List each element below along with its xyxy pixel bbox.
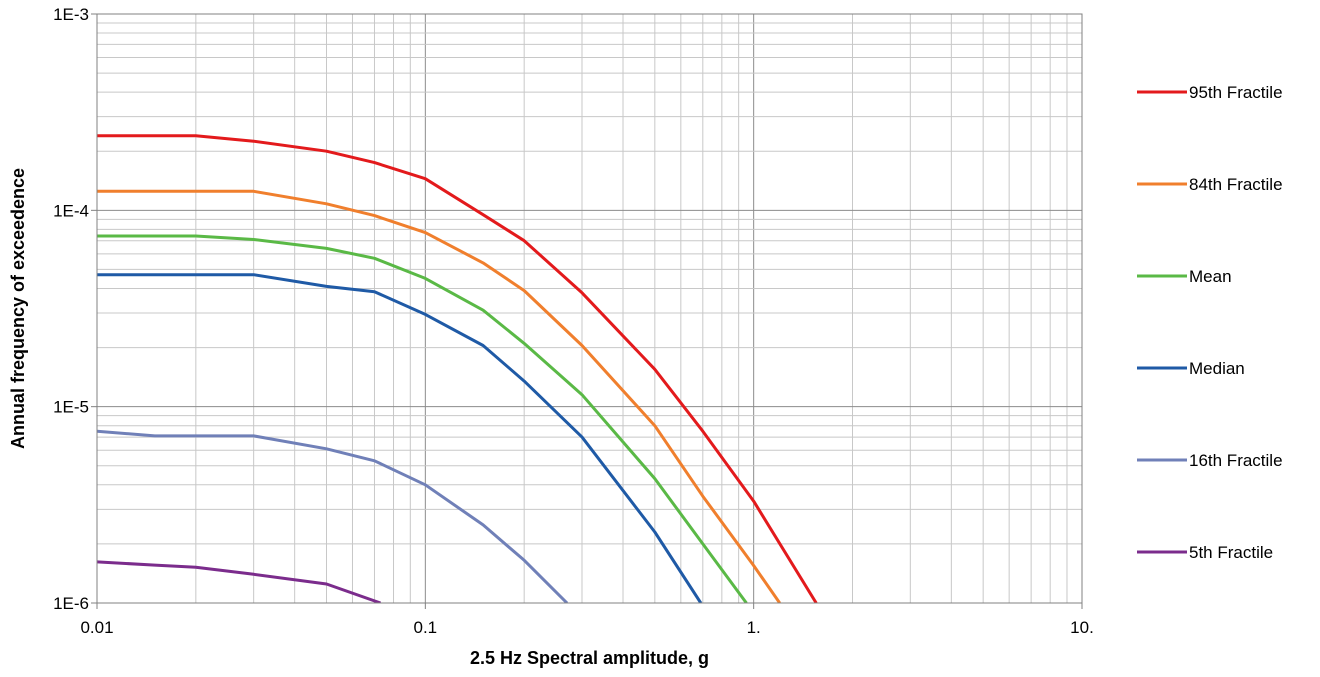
x-tick-label: 0.1: [414, 618, 438, 637]
x-tick-label: 10.: [1070, 618, 1094, 637]
x-tick-label: 0.01: [80, 618, 113, 637]
series-layer: [97, 134, 818, 603]
y-tick-label: 1E-5: [53, 398, 89, 417]
x-axis-title: 2.5 Hz Spectral amplitude, g: [470, 648, 709, 668]
legend: 95th Fractile 84th Fractile Mean Median 16th…: [1137, 83, 1283, 562]
y-axis-title: Annual frequency of exceedence: [8, 168, 28, 449]
grid: [96, 14, 1082, 604]
plot-border: [96, 13, 1083, 604]
legend-label-5th-fractile: 5th Fractile: [1189, 543, 1273, 562]
series-line-median: [97, 273, 703, 603]
legend-label-16th-fractile: 16th Fractile: [1189, 451, 1283, 470]
series-group: [97, 134, 818, 603]
legend-label-mean: Mean: [1189, 267, 1232, 286]
series-line-84th-fractile: [97, 189, 781, 603]
series-line-mean: [97, 234, 748, 603]
legend-label-84th-fractile: 84th Fractile: [1189, 175, 1283, 194]
series-line-5th-fractile: [97, 560, 381, 603]
y-tick-label: 1E-3: [53, 5, 89, 24]
series-line-16th-fractile: [97, 429, 569, 603]
y-tick-label: 1E-6: [53, 594, 89, 613]
y-tick-label: 1E-4: [53, 201, 89, 220]
legend-label-median: Median: [1189, 359, 1245, 378]
legend-label-95th-fractile: 95th Fractile: [1189, 83, 1283, 102]
series-line-95th-fractile: [97, 134, 818, 603]
tick-labels: 0.01 0.1 1. 10. 1E-6 1E-5 1E-4 1E-3: [53, 5, 1094, 637]
x-tick-label: 1.: [747, 618, 761, 637]
